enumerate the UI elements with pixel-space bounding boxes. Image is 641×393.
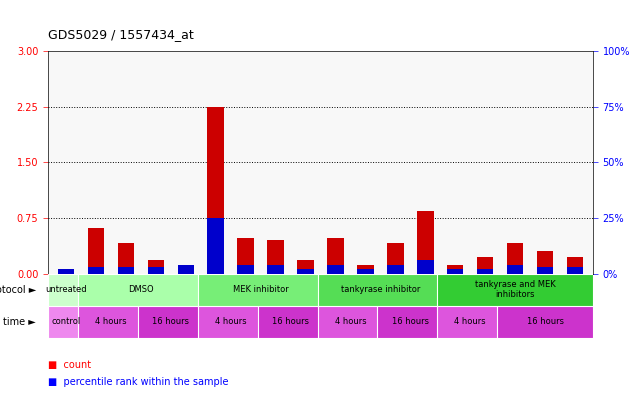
Bar	[477, 269, 494, 274]
Bar	[267, 240, 284, 274]
Bar	[297, 269, 313, 274]
Bar	[507, 265, 523, 274]
Text: tankyrase and MEK
inhibitors: tankyrase and MEK inhibitors	[475, 280, 556, 299]
Bar	[78, 274, 204, 306]
Bar	[357, 265, 374, 274]
Bar	[497, 306, 593, 338]
Text: ■  percentile rank within the sample: ■ percentile rank within the sample	[48, 377, 229, 387]
Bar	[58, 269, 74, 274]
Text: 16 hours: 16 hours	[153, 318, 189, 327]
Bar	[537, 267, 553, 274]
Bar	[48, 274, 84, 306]
Bar	[208, 218, 224, 274]
Text: control: control	[51, 318, 81, 327]
Text: 16 hours: 16 hours	[392, 318, 429, 327]
Bar	[567, 257, 583, 274]
Bar	[567, 267, 583, 274]
Bar	[437, 274, 593, 306]
Bar	[387, 265, 404, 274]
Bar	[208, 107, 224, 274]
Bar	[378, 306, 443, 338]
Text: 4 hours: 4 hours	[335, 318, 366, 327]
Bar	[118, 267, 134, 274]
Bar	[437, 306, 503, 338]
Bar	[147, 260, 164, 274]
Bar	[387, 242, 404, 274]
Text: MEK inhibitor: MEK inhibitor	[233, 285, 288, 294]
Bar	[58, 270, 74, 274]
Bar	[317, 274, 443, 306]
Text: protocol ►: protocol ►	[0, 285, 36, 295]
Bar	[198, 306, 263, 338]
Bar	[447, 269, 463, 274]
Bar	[178, 265, 194, 274]
Text: time ►: time ►	[3, 317, 36, 327]
Bar	[198, 274, 324, 306]
Text: GDS5029 / 1557434_at: GDS5029 / 1557434_at	[48, 28, 194, 41]
Bar	[178, 265, 194, 274]
Text: ■  count: ■ count	[48, 360, 91, 370]
Text: untreated: untreated	[46, 285, 87, 294]
Bar	[357, 269, 374, 274]
Bar	[237, 238, 254, 274]
Bar	[477, 257, 494, 274]
Bar	[147, 267, 164, 274]
Bar	[417, 211, 433, 274]
Bar	[267, 265, 284, 274]
Text: tankyrase inhibitor: tankyrase inhibitor	[340, 285, 420, 294]
Text: 16 hours: 16 hours	[272, 318, 309, 327]
Text: DMSO: DMSO	[128, 285, 154, 294]
Bar	[258, 306, 324, 338]
Bar	[447, 265, 463, 274]
Bar	[417, 260, 433, 274]
Bar	[507, 242, 523, 274]
Bar	[537, 252, 553, 274]
Bar	[328, 238, 344, 274]
Text: 4 hours: 4 hours	[454, 318, 486, 327]
Bar	[118, 242, 134, 274]
Bar	[237, 265, 254, 274]
Bar	[297, 260, 313, 274]
Text: 4 hours: 4 hours	[215, 318, 247, 327]
Text: 4 hours: 4 hours	[95, 318, 127, 327]
Bar	[78, 306, 144, 338]
Bar	[88, 228, 104, 274]
Bar	[48, 306, 84, 338]
Bar	[317, 306, 383, 338]
Bar	[328, 265, 344, 274]
Bar	[88, 267, 104, 274]
Bar	[138, 306, 204, 338]
Text: 16 hours: 16 hours	[526, 318, 563, 327]
